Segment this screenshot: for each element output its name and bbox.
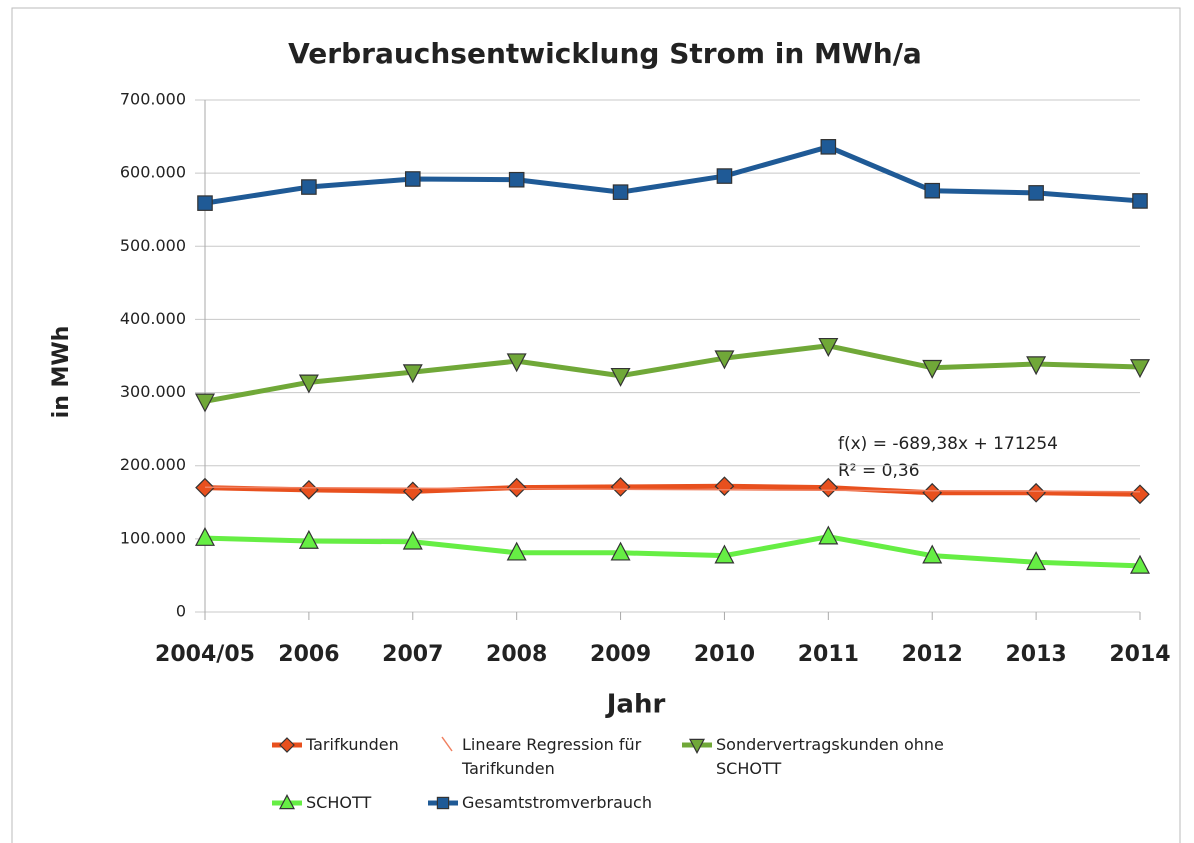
marker [197,195,213,211]
x-tick-label: 2013 [1005,642,1066,667]
marker [1130,484,1150,505]
series-line [204,486,1141,493]
marker [924,182,941,199]
marker [818,525,839,545]
marker [402,481,423,502]
marker [279,794,295,810]
marker [1026,482,1046,503]
marker [922,544,943,564]
marker [714,476,735,497]
marker [299,480,319,500]
marker [298,374,319,394]
annotation: R² = 0,36 [838,461,920,481]
marker [610,541,631,561]
marker [506,477,527,498]
marker [612,184,629,200]
marker [1026,551,1047,571]
marker [716,168,733,184]
y-tick-label: 600.000 [120,163,186,182]
marker [818,477,839,498]
marker [820,139,837,155]
y-tick-label: 0 [176,602,186,621]
y-tick-label: 200.000 [120,455,186,474]
marker [508,171,525,188]
marker [195,526,215,546]
x-tick-label: 2008 [486,642,547,667]
x-tick-label: 2014 [1109,642,1170,667]
marker [506,541,527,561]
marker [1132,193,1148,209]
marker [402,364,423,384]
legend-label: Tarifkunden [306,735,399,754]
legend-label: Sondervertragskunden ohne SCHOTT [716,735,944,778]
chart-title: Verbrauchsentwicklung Strom in MWh/a [288,37,922,70]
legend-label: Lineare Regression für Tarifkunden [462,735,642,778]
x-tick-label: 2012 [902,642,963,667]
marker [1028,185,1044,201]
marker [1026,356,1047,376]
marker [506,353,527,373]
legend-label: Gesamtstromverbrauch [462,793,652,812]
x-tick-label: 2006 [278,642,339,667]
frame [11,7,1181,843]
marker [279,737,295,753]
legend-label: SCHOTT [306,793,372,812]
y-tick-label: 100.000 [120,528,186,547]
marker [689,738,705,754]
x-tick-label: 2007 [382,642,443,667]
marker [436,796,450,810]
marker [714,350,735,370]
marker [818,337,839,357]
series-line [204,483,1141,497]
marker [1130,554,1150,574]
marker [922,482,943,503]
y-tick-label: 400.000 [120,309,186,328]
x-tick-label: 2004/05 [155,642,255,667]
marker [301,179,317,195]
series-line [204,144,1141,206]
x-tick-label: 2010 [694,642,755,667]
y-tick-label: 300.000 [120,382,186,401]
annotation: f(x) = -689,38x + 171254 [838,434,1058,454]
y-tick-label: 700.000 [120,90,186,109]
marker [922,359,943,379]
marker [1130,359,1150,379]
marker [404,171,421,187]
marker [298,529,319,549]
series-line [204,343,1141,404]
marker [402,530,423,550]
marker [610,367,631,387]
x-axis-label: Jahr [605,690,666,720]
x-tick-label: 2011 [798,642,859,667]
marker [714,544,735,564]
y-tick-label: 500.000 [120,236,186,255]
marker [195,393,215,413]
y-axis-label: in MWh [49,326,74,419]
series-line [204,534,1141,569]
marker [610,477,631,497]
x-tick-label: 2009 [590,642,651,667]
legend-swatch [441,736,453,752]
